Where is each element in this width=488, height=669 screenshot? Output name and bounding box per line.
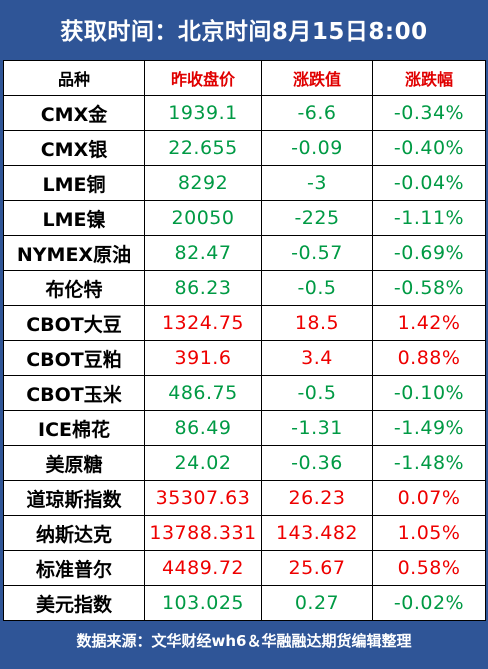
commodity-name-cell: 布伦特 xyxy=(3,270,145,306)
change-value-cell: -0.5 xyxy=(261,375,373,411)
change-value-cell: 143.482 xyxy=(261,515,373,551)
commodity-name-cell: CBOT豆粕 xyxy=(3,340,145,376)
change-percent-cell: -0.10% xyxy=(372,375,486,411)
prev-close-cell: 1324.75 xyxy=(144,305,262,341)
table-row: LME铜 8292 -3 -0.04% xyxy=(3,165,486,201)
prev-close-cell: 391.6 xyxy=(144,340,262,376)
table-row: CBOT豆粕 391.6 3.4 0.88% xyxy=(3,340,486,376)
table-row: 道琼斯指数 35307.63 26.23 0.07% xyxy=(3,480,486,516)
commodity-name-cell: LME镍 xyxy=(3,200,145,236)
commodity-name-cell: NYMEX原油 xyxy=(3,235,145,271)
table-row: 美元指数 103.025 0.27 -0.02% xyxy=(3,585,486,621)
change-value-cell: -1.31 xyxy=(261,410,373,446)
change-value-cell: 3.4 xyxy=(261,340,373,376)
change-percent-cell: -1.11% xyxy=(372,200,486,236)
table-row: 纳斯达克 13788.331 143.482 1.05% xyxy=(3,515,486,551)
prev-close-cell: 4489.72 xyxy=(144,550,262,586)
commodity-name-cell: 道琼斯指数 xyxy=(3,480,145,516)
change-value-cell: -0.36 xyxy=(261,445,373,481)
quotes-table: 品种 昨收盘价 涨跌值 涨跌幅 CMX金 1939.1 -6.6 -0.34% CMX银… xyxy=(3,60,486,621)
table-row: CMX金 1939.1 -6.6 -0.34% xyxy=(3,95,486,131)
prev-close-cell: 20050 xyxy=(144,200,262,236)
change-value-cell: -0.09 xyxy=(261,130,373,166)
table-header-row: 品种 昨收盘价 涨跌值 涨跌幅 xyxy=(3,60,486,96)
commodity-name-cell: ICE棉花 xyxy=(3,410,145,446)
change-percent-cell: -1.49% xyxy=(372,410,486,446)
prev-close-cell: 1939.1 xyxy=(144,95,262,131)
table-row: 标准普尔 4489.72 25.67 0.58% xyxy=(3,550,486,586)
change-value-cell: 25.67 xyxy=(261,550,373,586)
commodity-name-cell: CMX银 xyxy=(3,130,145,166)
change-percent-cell: -0.04% xyxy=(372,165,486,201)
change-value-cell: -6.6 xyxy=(261,95,373,131)
change-value-cell: 18.5 xyxy=(261,305,373,341)
change-percent-cell: 0.88% xyxy=(372,340,486,376)
table-body: CMX金 1939.1 -6.6 -0.34% CMX银 22.655 -0.09 -0.40… xyxy=(3,95,486,621)
change-value-cell: -3 xyxy=(261,165,373,201)
prev-close-cell: 8292 xyxy=(144,165,262,201)
change-percent-cell: 1.42% xyxy=(372,305,486,341)
change-percent-cell: -0.02% xyxy=(372,585,486,621)
change-percent-cell: -0.40% xyxy=(372,130,486,166)
change-value-cell: -0.57 xyxy=(261,235,373,271)
commodity-name-cell: CBOT大豆 xyxy=(3,305,145,341)
source-footer: 数据来源：文华财经wh6＆华融融达期货编辑整理 xyxy=(76,632,412,650)
prev-close-cell: 486.75 xyxy=(144,375,262,411)
change-percent-cell: -0.58% xyxy=(372,270,486,306)
prev-close-cell: 86.49 xyxy=(144,410,262,446)
column-header-name: 品种 xyxy=(3,60,145,96)
commodity-name-cell: CBOT玉米 xyxy=(3,375,145,411)
table-row: 布伦特 86.23 -0.5 -0.58% xyxy=(3,270,486,306)
commodity-name-cell: 纳斯达克 xyxy=(3,515,145,551)
table-row: CMX银 22.655 -0.09 -0.40% xyxy=(3,130,486,166)
change-percent-cell: 0.07% xyxy=(372,480,486,516)
change-percent-cell: -0.34% xyxy=(372,95,486,131)
prev-close-cell: 22.655 xyxy=(144,130,262,166)
prev-close-cell: 13788.331 xyxy=(144,515,262,551)
commodity-name-cell: LME铜 xyxy=(3,165,145,201)
column-header-close: 昨收盘价 xyxy=(144,60,262,96)
table-row: 美原糖 24.02 -0.36 -1.48% xyxy=(3,445,486,481)
change-percent-cell: -0.69% xyxy=(372,235,486,271)
change-value-cell: 26.23 xyxy=(261,480,373,516)
change-percent-cell: 0.58% xyxy=(372,550,486,586)
change-value-cell: -225 xyxy=(261,200,373,236)
commodity-name-cell: 美原糖 xyxy=(3,445,145,481)
prev-close-cell: 24.02 xyxy=(144,445,262,481)
table-row: ICE棉花 86.49 -1.31 -1.49% xyxy=(3,410,486,446)
column-header-percent: 涨跌幅 xyxy=(372,60,486,96)
page-title: 获取时间：北京时间8月15日8:00 xyxy=(60,19,428,45)
table-row: CBOT大豆 1324.75 18.5 1.42% xyxy=(3,305,486,341)
change-percent-cell: -1.48% xyxy=(372,445,486,481)
change-value-cell: -0.5 xyxy=(261,270,373,306)
table-row: LME镍 20050 -225 -1.11% xyxy=(3,200,486,236)
column-header-change: 涨跌值 xyxy=(261,60,373,96)
prev-close-cell: 82.47 xyxy=(144,235,262,271)
commodity-name-cell: CMX金 xyxy=(3,95,145,131)
commodity-name-cell: 标准普尔 xyxy=(3,550,145,586)
table-row: CBOT玉米 486.75 -0.5 -0.10% xyxy=(3,375,486,411)
change-percent-cell: 1.05% xyxy=(372,515,486,551)
table-row: NYMEX原油 82.47 -0.57 -0.69% xyxy=(3,235,486,271)
prev-close-cell: 86.23 xyxy=(144,270,262,306)
prev-close-cell: 35307.63 xyxy=(144,480,262,516)
commodity-name-cell: 美元指数 xyxy=(3,585,145,621)
prev-close-cell: 103.025 xyxy=(144,585,262,621)
